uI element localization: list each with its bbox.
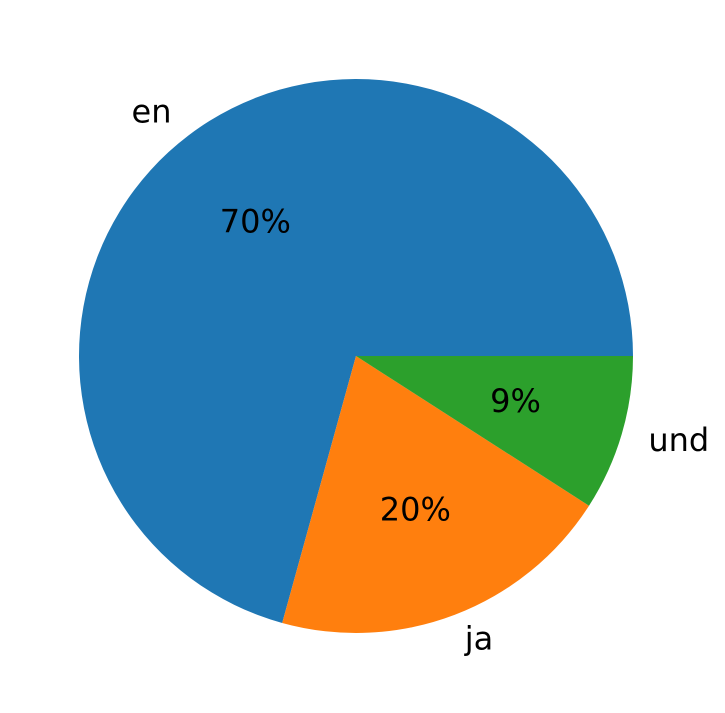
pie-slice (78, 78, 633, 623)
value-label: 9% (490, 382, 541, 420)
pie-slice (356, 356, 633, 506)
category-label: en (132, 93, 172, 131)
value-label: 20% (380, 490, 451, 528)
value-label: 70% (220, 203, 291, 241)
category-label: ja (464, 620, 494, 658)
category-label: und (648, 421, 709, 459)
pie-slice (282, 356, 590, 633)
